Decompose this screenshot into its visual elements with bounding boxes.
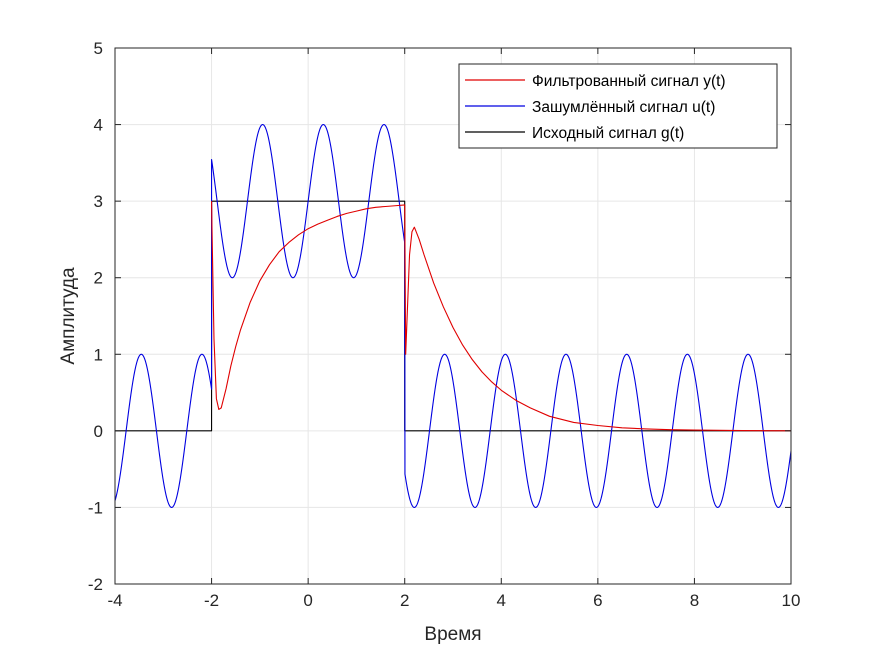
x-tick-label: 2 [400, 591, 409, 610]
y-tick-label: 0 [94, 422, 103, 441]
y-tick-label: -1 [88, 498, 103, 517]
x-tick-label: 8 [690, 591, 699, 610]
y-tick-label: -2 [88, 575, 103, 594]
legend-label-original: Исходный сигнал g(t) [532, 125, 684, 142]
y-axis-title: Амплитуда [58, 267, 79, 365]
series-noisy [115, 124, 791, 508]
y-tick-label: 1 [94, 345, 103, 364]
ticks [114, 47, 792, 585]
x-tick-label: 0 [303, 591, 312, 610]
plot-frame [114, 47, 792, 585]
y-tick-label: 2 [94, 269, 103, 288]
x-tick-label: 10 [782, 591, 801, 610]
x-tick-label: 4 [497, 591, 506, 610]
series-filtered [211, 201, 791, 432]
x-tick-label: -2 [204, 591, 219, 610]
y-tick-label: 5 [94, 39, 103, 58]
legend-label-noisy: Зашумлённый сигнал u(t) [532, 99, 715, 116]
y-tick-label: 4 [94, 116, 103, 135]
series-group [115, 124, 791, 508]
legend: Фильтрованный сигнал y(t) Зашумлённый си… [458, 63, 778, 149]
x-axis-title: Время [424, 624, 481, 645]
x-tick-label: -4 [107, 591, 122, 610]
legend-label-filtered: Фильтрованный сигнал y(t) [532, 73, 726, 90]
y-tick-label: 3 [94, 192, 103, 211]
x-tick-label: 6 [593, 591, 602, 610]
